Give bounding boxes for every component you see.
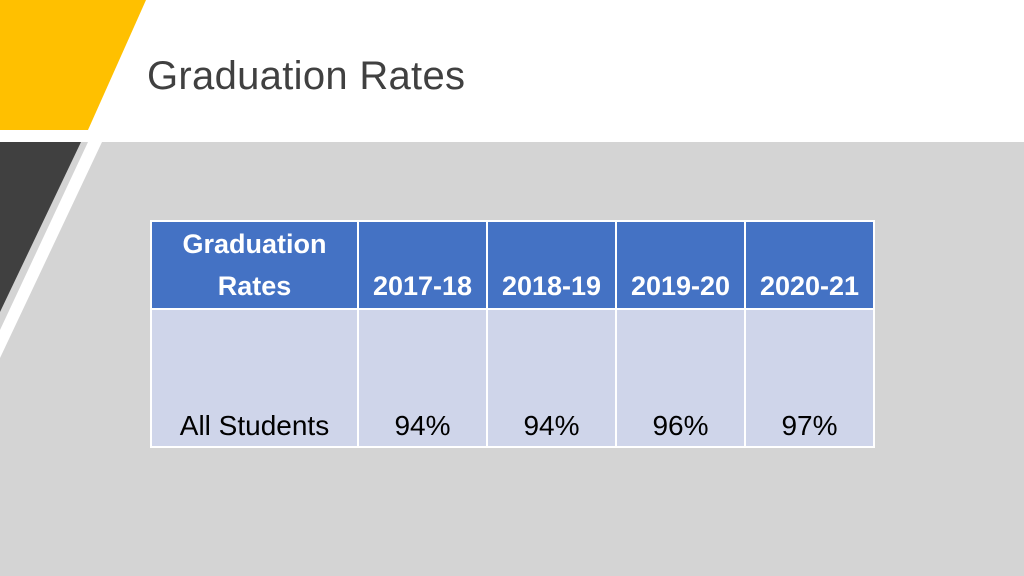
table-header-cell: 2018-19 bbox=[486, 220, 617, 310]
yellow-accent-shape bbox=[0, 0, 146, 130]
table-cell: 97% bbox=[744, 308, 875, 448]
table-header-cell: 2017-18 bbox=[357, 220, 488, 310]
table-row: All Students 94% 94% 96% 97% bbox=[150, 308, 875, 448]
table-row-label: All Students bbox=[150, 308, 359, 448]
header-band bbox=[0, 0, 1024, 142]
table-cell: 94% bbox=[486, 308, 617, 448]
table-cell: 94% bbox=[357, 308, 488, 448]
table-header-row: Graduation Rates 2017-18 2018-19 2019-20… bbox=[150, 220, 875, 310]
table-header-cell: 2019-20 bbox=[615, 220, 746, 310]
page-title: Graduation Rates bbox=[147, 54, 466, 98]
table-header-cell: Graduation Rates bbox=[150, 220, 359, 310]
white-stripe-shape bbox=[0, 142, 102, 358]
table-header-cell: 2020-21 bbox=[744, 220, 875, 310]
graduation-rates-table: Graduation Rates 2017-18 2018-19 2019-20… bbox=[150, 220, 875, 448]
table-cell: 96% bbox=[615, 308, 746, 448]
dark-accent-shape bbox=[0, 142, 81, 312]
